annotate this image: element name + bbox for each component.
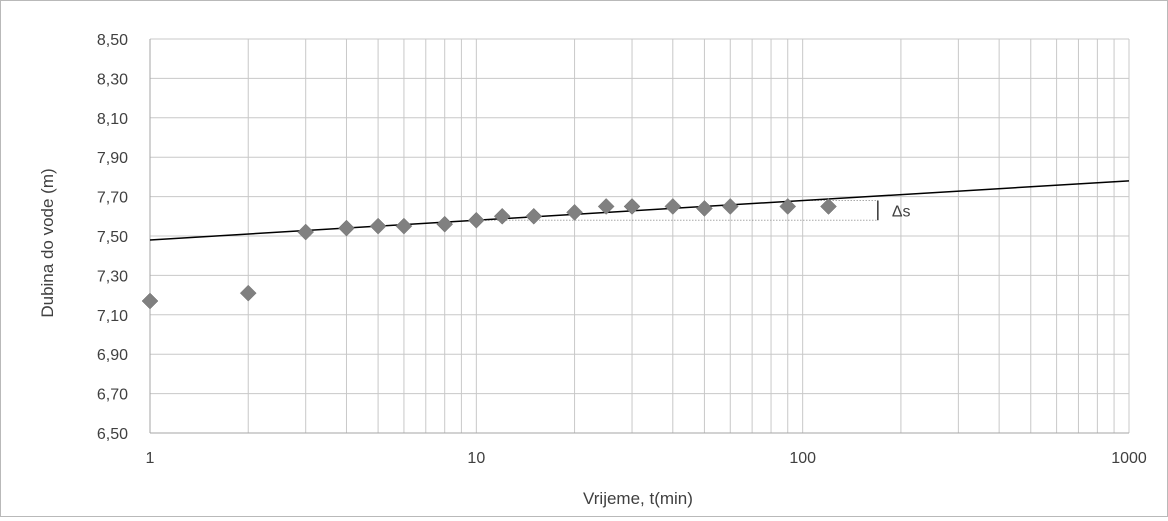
data-points [141, 198, 837, 310]
y-tick-label: 8,50 [97, 32, 128, 49]
x-tick-label: 100 [789, 450, 816, 467]
data-point [597, 198, 615, 215]
data-point [493, 207, 511, 225]
x-tick-label: 1 [146, 450, 155, 467]
y-tick-labels: 6,50 6,70 6,90 7,10 7,30 7,50 7,70 7,90 8,10 8,30… [97, 32, 128, 443]
y-tick-label: 6,50 [97, 426, 128, 443]
y-axis-title: Dubina do vode (m) [38, 168, 57, 317]
data-point [297, 223, 315, 241]
trendline-group [149, 180, 1130, 241]
data-point [467, 211, 485, 229]
y-tick-label: 7,10 [97, 308, 128, 325]
y-tick-label: 6,70 [97, 387, 128, 404]
data-point [369, 217, 387, 235]
x-tick-label: 10 [467, 450, 485, 467]
trendline [149, 180, 1130, 241]
y-tick-label: 7,50 [97, 229, 128, 246]
x-axis-title: Vrijeme, t(min) [583, 489, 693, 508]
data-point [239, 284, 257, 302]
data-point [664, 198, 682, 215]
data-point [395, 217, 413, 235]
delta-s-label: Δs [892, 203, 911, 220]
data-point [566, 204, 583, 221]
data-point [338, 219, 355, 237]
x-tick-label: 1000 [1111, 450, 1147, 467]
plot-area-border [149, 39, 1129, 434]
data-point [820, 198, 837, 215]
x-tick-labels: 1 10 100 1000 [146, 450, 1147, 467]
y-tick-label: 7,70 [97, 190, 128, 207]
y-tick-label: 6,90 [97, 347, 128, 364]
data-point [623, 198, 641, 215]
y-tick-label: 8,10 [97, 111, 128, 128]
horizontal-gridlines [150, 38, 1129, 434]
delta-s-guides [476, 200, 879, 221]
data-point [525, 207, 543, 225]
data-point [721, 198, 739, 215]
y-tick-label: 8,30 [97, 71, 128, 88]
data-point [779, 198, 797, 215]
y-tick-label: 7,30 [97, 268, 128, 285]
data-point [141, 292, 159, 310]
data-point [696, 200, 713, 217]
y-tick-label: 7,90 [97, 150, 128, 167]
data-point [436, 215, 454, 233]
